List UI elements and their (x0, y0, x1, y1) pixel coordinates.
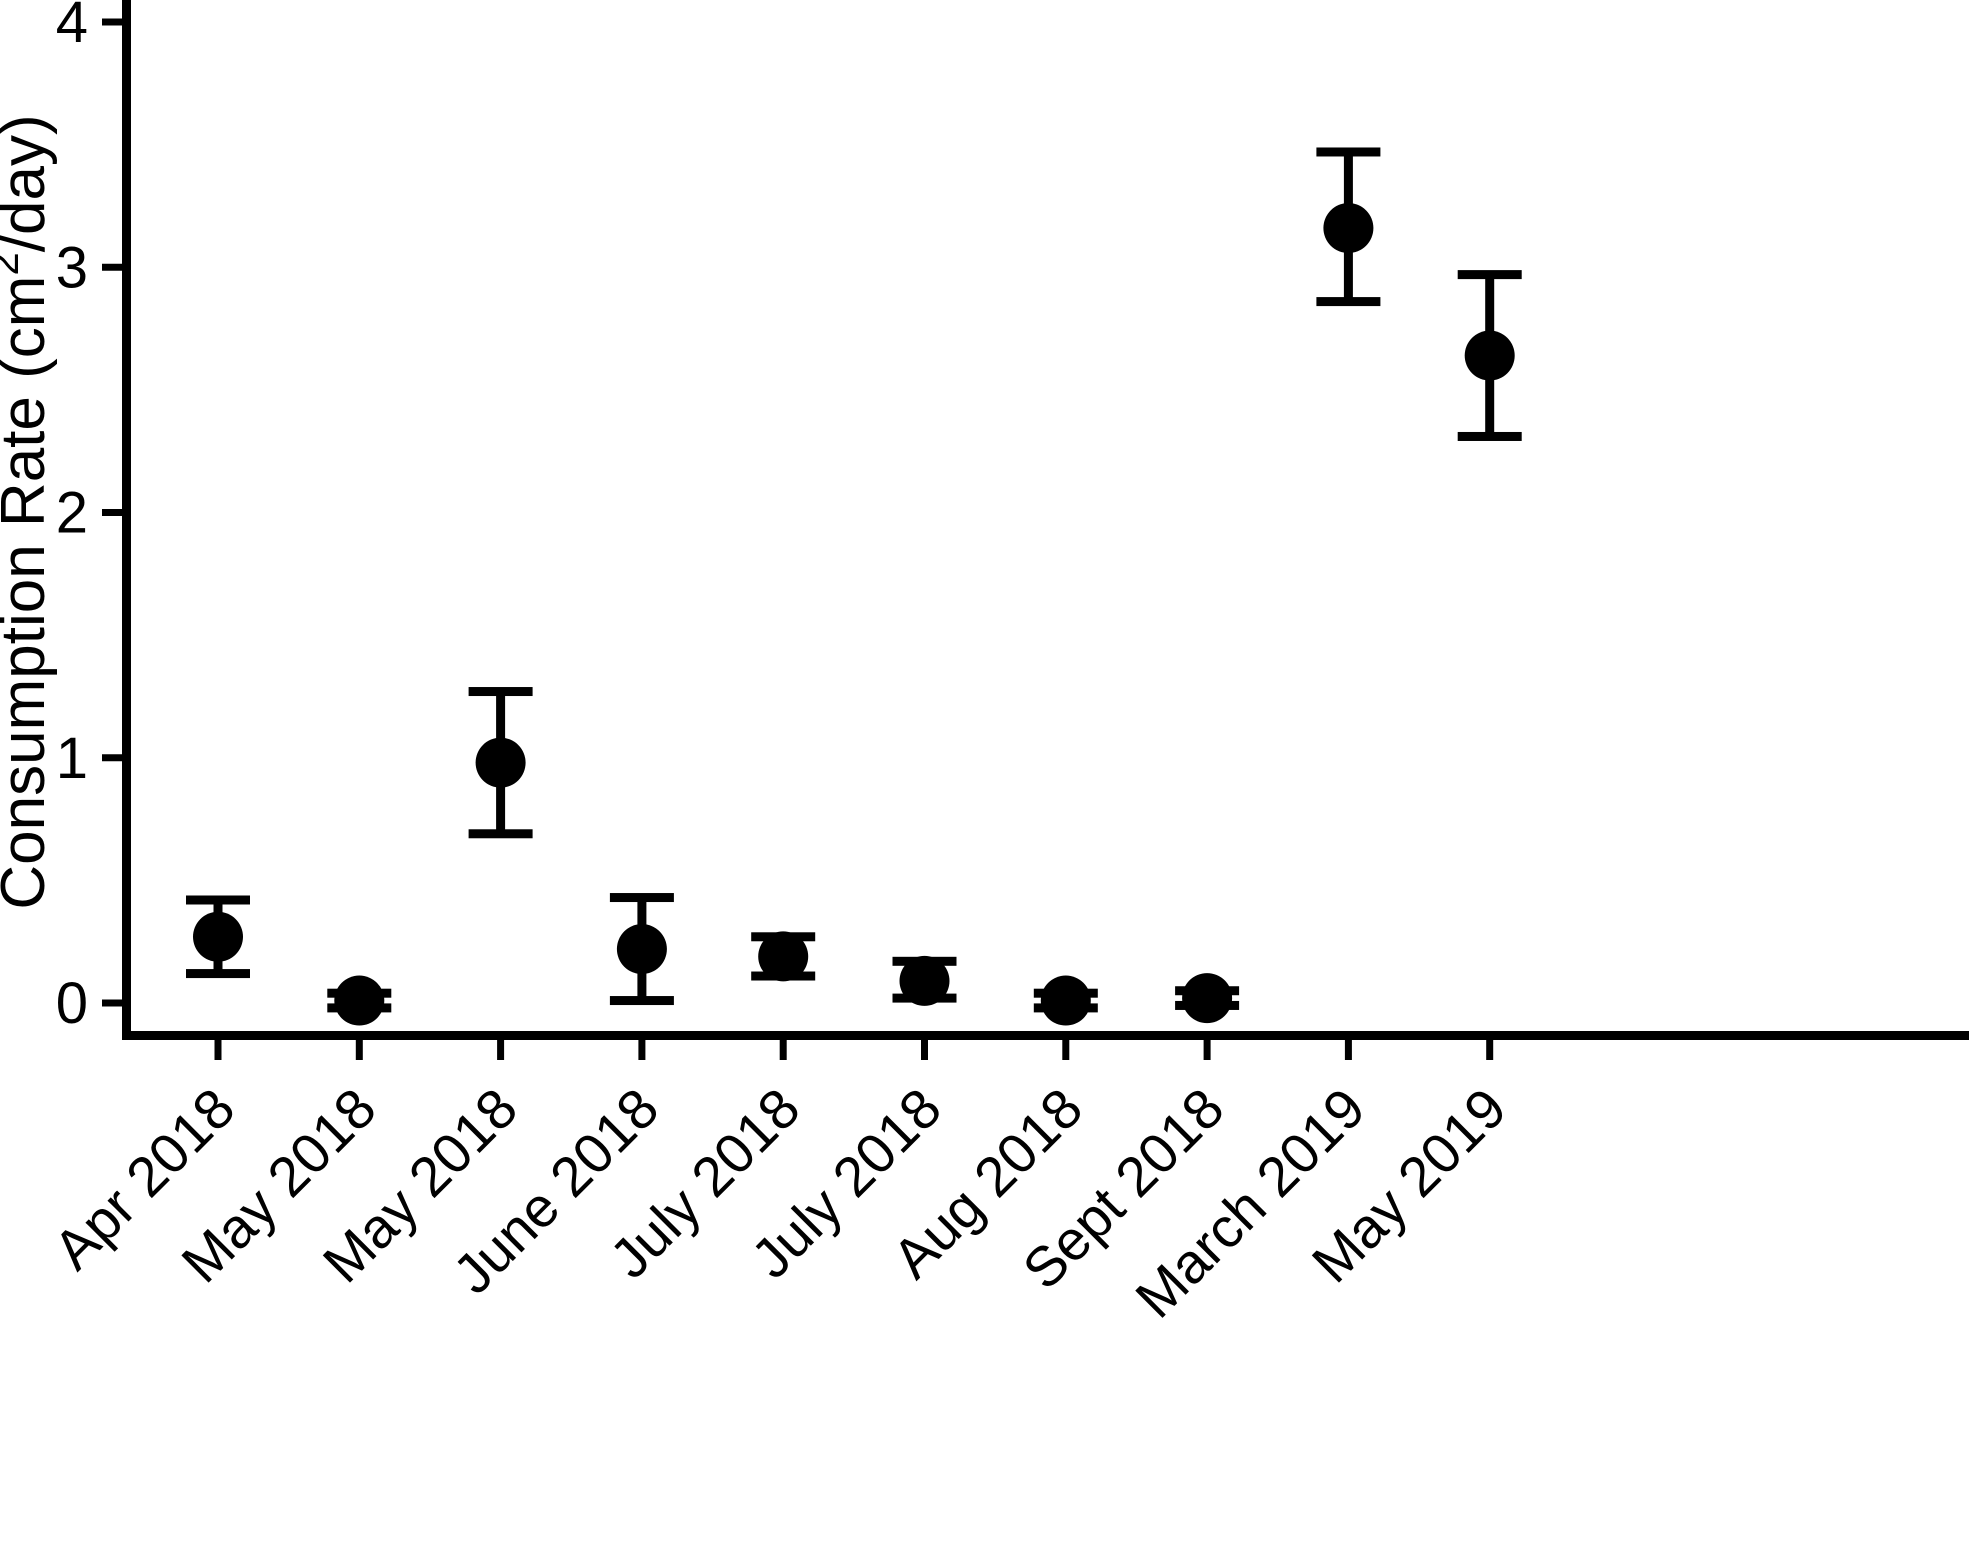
y-tick-label: 3 (56, 235, 88, 300)
x-tick (1203, 1040, 1211, 1060)
y-tick (102, 18, 122, 26)
y-tick-label: 4 (56, 0, 88, 55)
x-tick (1344, 1040, 1352, 1060)
error-bar-cap-top (1316, 147, 1381, 157)
data-point-group (327, 975, 392, 1026)
error-bar-cap-top (1457, 270, 1522, 280)
mean-dot (1464, 330, 1515, 381)
y-tick (102, 509, 122, 516)
y-tick (102, 263, 122, 271)
data-point-group (1175, 973, 1240, 1024)
mean-dot (1323, 203, 1374, 254)
x-tick (638, 1040, 646, 1060)
y-tick-label: 0 (56, 971, 88, 1036)
data-point-group (186, 895, 250, 979)
y-tick (102, 999, 122, 1007)
x-tick (1062, 1040, 1070, 1060)
y-axis-title: Consumption Rate (cm2/day) (0, 114, 58, 909)
error-bar-cap-top (609, 893, 674, 903)
data-point-group (468, 687, 533, 839)
error-bar-cap-top (468, 687, 533, 697)
y-tick-label: 2 (56, 481, 88, 546)
data-point-group (1457, 270, 1522, 441)
mean-dot (475, 737, 526, 788)
mean-dot (1040, 975, 1091, 1026)
error-bar-cap-top (186, 895, 250, 905)
data-point-group (751, 931, 816, 982)
mean-dot (193, 911, 243, 962)
mean-dot (334, 975, 385, 1026)
error-bar-cap-bottom (468, 829, 533, 839)
x-tick (779, 1040, 787, 1060)
x-tick (921, 1040, 928, 1060)
data-point-group (609, 893, 674, 1006)
mean-dot (899, 955, 950, 1006)
y-axis-line (122, 0, 131, 1040)
x-tick (214, 1040, 222, 1060)
data-point-group (1033, 975, 1098, 1026)
mean-dot (1182, 973, 1233, 1024)
y-tick-label: 1 (56, 726, 88, 791)
x-tick (355, 1040, 363, 1060)
error-bar-cap-bottom (1316, 297, 1381, 307)
error-bar-cap-bottom (1457, 431, 1522, 441)
error-bar-cap-bottom (186, 969, 250, 979)
mean-dot (616, 924, 667, 975)
x-tick (497, 1040, 505, 1060)
y-tick (102, 754, 122, 762)
x-tick (1486, 1040, 1494, 1060)
data-point-group (1316, 147, 1381, 307)
error-bar-cap-bottom (609, 996, 674, 1006)
x-axis-line (122, 1031, 1969, 1040)
data-point-group (892, 955, 957, 1006)
mean-dot (758, 931, 809, 982)
